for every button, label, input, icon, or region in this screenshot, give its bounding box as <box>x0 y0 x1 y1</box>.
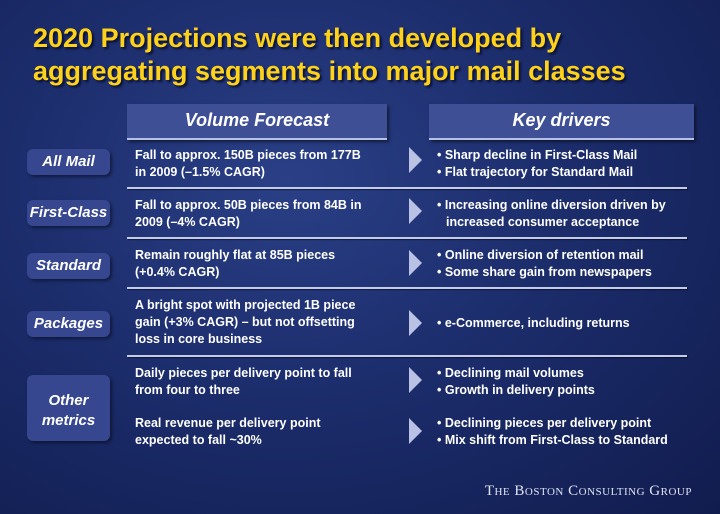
volume-line: in 2009 (–1.5% CAGR) <box>135 165 265 179</box>
volume-delivery-pieces: Daily pieces per delivery point to fall … <box>135 365 352 399</box>
driver-line: • Mix shift from First-Class to Standard <box>437 433 668 447</box>
segment-label-line: metrics <box>41 412 96 429</box>
volume-line: Fall to approx. 150B pieces from 177B <box>135 148 361 162</box>
volume-line: Remain roughly flat at 85B pieces <box>135 248 336 262</box>
driver-line: • Online diversion of retention mail <box>437 248 644 262</box>
row-divider <box>127 187 687 189</box>
volume-line: Daily pieces per delivery point to fall <box>135 366 352 380</box>
driver-line: • Flat trajectory for Standard Mail <box>437 165 634 179</box>
volume-standard: Remain roughly flat at 85B pieces (+0.4%… <box>135 247 335 281</box>
volume-line: (+0.4% CAGR) <box>135 265 220 279</box>
volume-packages: A bright spot with projected 1B piece ga… <box>135 297 355 348</box>
volume-revenue: Real revenue per delivery point expected… <box>135 415 321 449</box>
arrow-icon <box>409 310 422 336</box>
driver-line: • e-Commerce, including returns <box>437 316 630 330</box>
header-key-drivers: Key drivers <box>429 104 694 140</box>
arrow-icon <box>409 198 422 224</box>
arrow-icon <box>409 418 422 444</box>
volume-line: gain (+3% CAGR) – but not offsetting <box>135 315 355 329</box>
volume-line: expected to fall ~30% <box>135 433 262 447</box>
volume-line: from four to three <box>135 383 240 397</box>
volume-line: 2009 (–4% CAGR) <box>135 215 240 229</box>
drivers-delivery-pieces: • Declining mail volumes • Growth in del… <box>437 365 595 399</box>
driver-line: • Sharp decline in First-Class Mail <box>437 148 638 162</box>
segment-label-line: Other <box>48 392 89 409</box>
volume-all-mail: Fall to approx. 150B pieces from 177B in… <box>135 147 361 181</box>
volume-line: A bright spot with projected 1B piece <box>135 298 356 312</box>
driver-line: • Growth in delivery points <box>437 383 595 397</box>
volume-line: Real revenue per delivery point <box>135 416 321 430</box>
page-title: 2020 Projections were then developed by … <box>33 23 626 86</box>
driver-line: • Declining mail volumes <box>437 366 584 380</box>
volume-line: Fall to approx. 50B pieces from 84B in <box>135 198 362 212</box>
drivers-all-mail: • Sharp decline in First-Class Mail • Fl… <box>437 147 637 181</box>
header-volume-forecast: Volume Forecast <box>127 104 387 140</box>
row-divider <box>127 237 687 239</box>
drivers-revenue: • Declining pieces per delivery point • … <box>437 415 668 449</box>
segment-all-mail: All Mail <box>27 149 110 175</box>
segment-packages: Packages <box>27 311 110 337</box>
company-footer: The Boston Consulting Group <box>484 483 692 499</box>
driver-line: • Some share gain from newspapers <box>437 265 652 279</box>
segment-other-metrics: Other metrics <box>27 375 110 441</box>
arrow-icon <box>409 250 422 276</box>
driver-line: • Increasing online diversion driven by <box>437 198 666 212</box>
row-divider <box>127 287 687 289</box>
volume-first-class: Fall to approx. 50B pieces from 84B in 2… <box>135 197 361 231</box>
segment-first-class: First-Class <box>27 200 110 226</box>
volume-line: loss in core business <box>135 332 263 346</box>
drivers-first-class: • Increasing online diversion driven by … <box>437 197 666 231</box>
drivers-packages: • e-Commerce, including returns <box>437 315 630 332</box>
driver-line: • Declining pieces per delivery point <box>437 416 652 430</box>
row-divider <box>127 355 687 357</box>
drivers-standard: • Online diversion of retention mail • S… <box>437 247 652 281</box>
arrow-icon <box>409 367 422 393</box>
driver-line: increased consumer acceptance <box>446 215 640 229</box>
arrow-icon <box>409 147 422 173</box>
segment-standard: Standard <box>27 253 110 279</box>
